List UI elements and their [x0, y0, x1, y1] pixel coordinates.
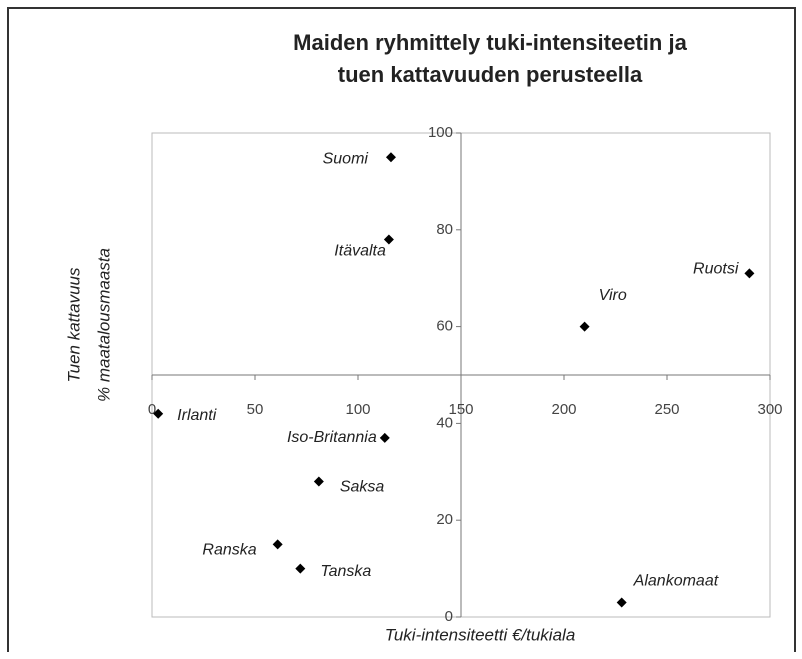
- point-label: Tanska: [320, 563, 371, 580]
- x-tick-label: 50: [247, 401, 264, 418]
- point-label: Alankomaat: [633, 573, 719, 590]
- x-tick-label: 100: [345, 401, 370, 418]
- chart-title: Maiden ryhmittely tuki-intensiteetin ja: [293, 30, 687, 55]
- point: [744, 268, 755, 279]
- y-tick-label: 0: [445, 608, 453, 625]
- point-label: Ruotsi: [693, 261, 739, 278]
- point: [153, 408, 164, 419]
- frame: [7, 7, 796, 652]
- point-label: Itävalta: [334, 243, 386, 260]
- y-tick-label: 40: [436, 414, 453, 431]
- point: [616, 597, 627, 608]
- point: [383, 234, 394, 245]
- x-tick-label: 300: [757, 401, 782, 418]
- x-tick-label: 200: [551, 401, 576, 418]
- point-label: Ranska: [202, 542, 256, 559]
- point-label: Viro: [599, 287, 627, 304]
- point: [379, 432, 390, 443]
- x-tick-label: 150: [448, 401, 473, 418]
- x-tick-label: 0: [148, 401, 156, 418]
- y-tick-label: 60: [436, 318, 453, 335]
- point: [272, 539, 283, 550]
- point: [295, 563, 306, 574]
- y-tick-label: 20: [436, 511, 453, 528]
- point: [385, 152, 396, 163]
- y-tick-label: 100: [428, 124, 453, 141]
- point: [313, 476, 324, 487]
- point: [579, 321, 590, 332]
- chart-title: tuen kattavuuden perusteella: [338, 62, 643, 87]
- x-axis-label: Tuki-intensiteetti €/tukiala: [385, 625, 576, 644]
- y-axis-label: % maatalousmaasta: [94, 248, 113, 402]
- point-label: Irlanti: [177, 407, 217, 424]
- y-axis-label: Tuen kattavuus: [64, 267, 83, 382]
- y-tick-label: 80: [436, 221, 453, 238]
- point-label: Saksa: [340, 479, 385, 496]
- point-label: Suomi: [323, 150, 369, 167]
- point-label: Iso-Britannia: [287, 429, 377, 446]
- x-tick-label: 250: [654, 401, 679, 418]
